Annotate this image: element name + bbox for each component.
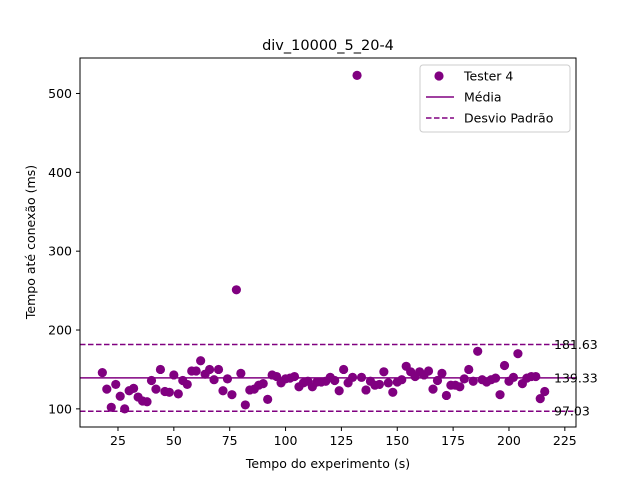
data-point [388,387,398,397]
data-point [490,373,501,383]
y-tick-label: 400 [48,165,72,180]
data-point [169,370,179,380]
data-point [352,70,362,80]
data-point [499,360,510,371]
data-point [379,367,389,377]
data-point [102,384,112,394]
x-tick-label: 225 [553,433,577,448]
data-point [240,400,250,410]
data-point [289,371,300,382]
data-point [361,385,371,395]
axes-frame [79,57,577,428]
data-point [236,368,246,378]
data-point [263,394,273,405]
x-tick-label: 200 [497,433,521,448]
data-point [423,366,434,376]
legend-label: Média [464,90,502,105]
data-point [432,375,443,386]
data-point [330,375,340,386]
data-point [455,382,465,392]
data-point [204,364,215,375]
x-tick-label: 50 [166,433,182,448]
y-axis: 100 200 300 400 500 [48,86,80,416]
legend-label: Tester 4 [463,69,513,84]
data-point [540,386,550,397]
data-point [155,364,166,375]
data-point [222,374,233,384]
data-point [495,390,505,400]
data-point [231,285,241,295]
data-point [227,390,237,400]
data-point [437,368,447,378]
legend: Tester 4 Média Desvio Padrão [419,64,571,133]
data-point [164,387,174,397]
data-point [173,389,183,399]
data-point [531,371,541,382]
data-point [508,372,519,382]
data-point [111,379,121,390]
data-point [441,390,452,401]
data-point [209,375,219,385]
data-point [129,383,139,393]
x-axis-label: Tempo do experimento (s) [245,456,410,471]
data-point [468,376,478,386]
data-point [397,375,407,385]
x-tick-label: 175 [441,433,465,448]
data-point [535,394,545,404]
y-tick-label: 300 [48,244,72,259]
legend-marker-scatter [434,71,444,81]
y-tick-label: 500 [48,86,72,101]
data-point [374,379,384,390]
data-point [258,379,268,389]
legend-box [419,64,571,133]
data-point [151,384,161,394]
reference-line-label: 97.03 [554,404,590,419]
data-point [339,364,349,375]
data-point [383,378,393,388]
data-point [347,372,358,382]
data-point [97,367,107,378]
x-tick-label: 75 [222,433,238,448]
data-point [115,391,125,401]
y-tick-label: 200 [48,323,72,338]
legend-label: Desvio Padrão [464,111,553,126]
data-point [513,349,523,359]
data-point [334,386,344,396]
x-tick-label: 100 [274,433,298,448]
data-point [120,404,130,414]
y-axis-label: Tempo até conexão (ms) [23,165,38,320]
data-point [213,364,224,375]
x-tick-label: 125 [329,433,353,448]
data-point [473,346,483,356]
data-point [464,364,474,375]
data-point [459,374,469,384]
data-point [142,397,152,407]
data-point [182,379,192,390]
x-tick-label: 25 [110,433,126,448]
data-point [191,366,201,376]
data-point [218,386,228,396]
chart-title: div_10000_5_20-4 [262,38,394,54]
x-tick-label: 150 [385,433,409,448]
data-point [146,375,157,386]
y-tick-label: 100 [48,401,72,416]
data-point [428,384,438,394]
data-point [196,356,206,366]
data-point [356,372,367,382]
data-point [106,402,116,412]
x-axis: 25 50 75 100 125 150 175 200 225 [110,427,577,448]
